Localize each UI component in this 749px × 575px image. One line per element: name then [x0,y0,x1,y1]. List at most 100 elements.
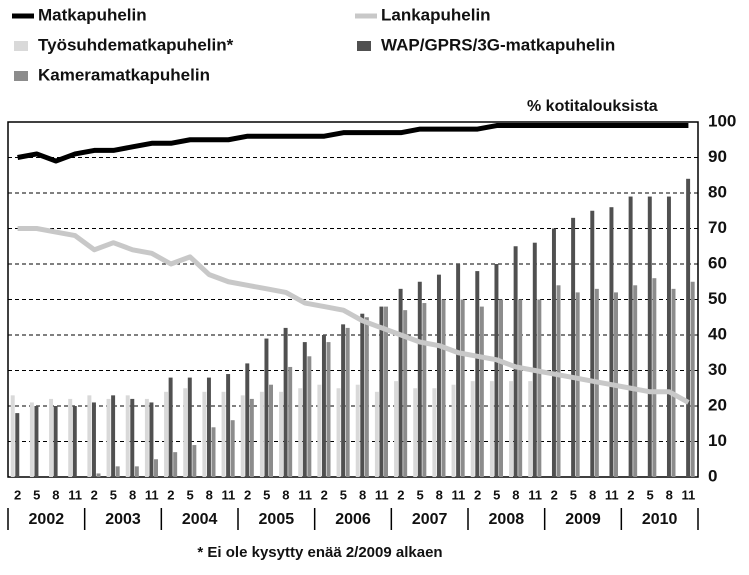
x-tick-label: 2 [167,487,174,502]
bar [379,306,384,477]
bar [422,303,427,477]
bar [91,402,96,477]
x-tick-label: 8 [206,487,213,502]
year-label: 2006 [335,511,371,528]
bar [53,406,58,477]
x-tick-label: 5 [646,487,653,502]
bar [259,391,264,477]
bar [633,285,638,477]
bar [202,391,207,477]
bar [364,317,369,477]
bar [115,466,120,477]
bar [518,299,523,477]
x-tick-label: 8 [436,487,443,502]
bar [470,381,475,477]
x-tick-label: 5 [110,487,117,502]
x-tick-label: 8 [512,487,519,502]
bar [111,395,116,477]
bar [168,377,173,477]
bar [479,306,484,477]
bar [690,281,695,477]
x-tick-label: 2 [551,487,558,502]
bar [164,391,169,477]
x-tick-label: 11 [452,487,466,502]
x-tick-label: 8 [666,487,673,502]
legend-swatch [357,41,371,51]
bar [528,381,533,477]
bar [551,228,556,477]
x-tick-label: 2 [474,487,481,502]
bar [394,381,399,477]
x-tick-label: 11 [605,487,619,502]
legend-label: Työsuhdematkapuhelin* [38,35,234,54]
bar [125,395,130,477]
y-tick-label: 30 [708,360,727,379]
year-label: 2005 [259,511,295,528]
bar [321,335,326,477]
x-tick-label: 2 [627,487,634,502]
year-label: 2008 [489,511,525,528]
x-tick-label: 5 [186,487,193,502]
bar [302,342,307,477]
bar [666,196,671,478]
bar [475,271,480,477]
bar [374,391,379,477]
x-tick-label: 11 [682,487,696,502]
bar [575,292,580,477]
x-tick-label: 2 [397,487,404,502]
bar [68,398,73,477]
x-tick-label: 8 [589,487,596,502]
bar [106,398,111,477]
bar [532,242,537,477]
bar [417,281,422,477]
x-tick-label: 2 [321,487,328,502]
bar [671,288,676,477]
bar [355,384,360,477]
bar [413,388,418,477]
bar [245,363,250,477]
bar [513,246,518,477]
bar [240,395,245,477]
legend-label: Matkapuhelin [38,5,147,24]
bar [87,395,92,477]
bar [29,402,34,477]
bar [686,178,691,478]
bar [183,388,188,477]
bar [432,388,437,477]
bar [283,327,288,477]
y-tick-label: 70 [708,218,727,237]
footnote: * Ei ole kysytty enää 2/2009 alkaen [197,544,442,561]
year-label: 2003 [105,511,141,528]
bar [154,459,158,477]
y-tick-label: 60 [708,253,727,272]
bar [211,427,216,477]
x-tick-label: 11 [528,487,542,502]
bar [144,398,149,477]
axis-title: % kotitalouksista [527,98,658,115]
bar [279,391,284,477]
x-tick-label: 8 [282,487,289,502]
year-label: 2010 [642,511,678,528]
bar [384,306,388,477]
x-tick-label: 2 [91,487,98,502]
bar [441,299,446,477]
bar [298,388,303,477]
y-tick-label: 0 [708,466,717,485]
x-tick-label: 5 [416,487,423,502]
x-tick-label: 2 [14,487,21,502]
bar [360,313,365,477]
y-tick-label: 50 [708,289,727,308]
bar [537,299,542,477]
legend-swatch [14,71,28,81]
bar [264,338,269,477]
bar [206,377,211,477]
bar [628,196,633,478]
bar [317,384,322,477]
bar [652,278,657,477]
bar [345,327,350,477]
bar [49,398,54,477]
legend-label: WAP/GPRS/3G-matkapuhelin [381,35,615,54]
year-label: 2009 [565,511,601,528]
bar [226,374,231,477]
